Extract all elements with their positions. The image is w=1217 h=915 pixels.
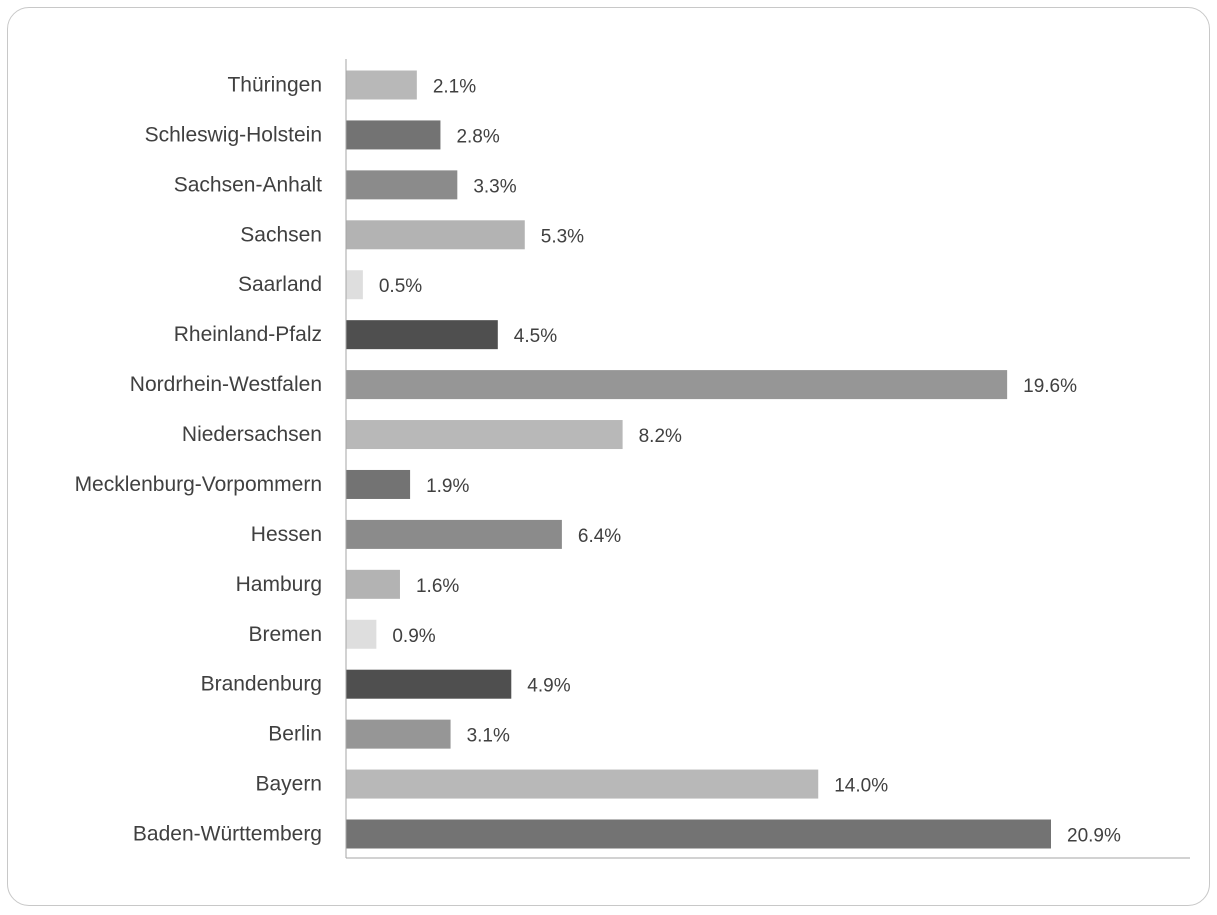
value-label-mecklenburg-vorpommern: 1.9% bbox=[426, 476, 469, 497]
bar-nordrhein-westfalen bbox=[346, 370, 1008, 400]
category-label-rheinland-pfalz: Rheinland-Pfalz bbox=[174, 323, 322, 346]
category-label-sachsen-anhalt: Sachsen-Anhalt bbox=[174, 173, 322, 196]
bars-layer bbox=[346, 70, 1051, 849]
category-label-baden-wuerttemberg: Baden-Württemberg bbox=[133, 823, 322, 846]
value-label-thueringen: 2.1% bbox=[433, 77, 476, 98]
value-label-nordrhein-westfalen: 19.6% bbox=[1023, 376, 1077, 397]
category-label-schleswig-holstein: Schleswig-Holstein bbox=[145, 123, 322, 146]
bar-sachsen bbox=[346, 220, 525, 250]
category-label-bremen: Bremen bbox=[248, 623, 322, 646]
value-label-hamburg: 1.6% bbox=[416, 576, 459, 597]
labels-layer: Thüringen 2.1% Schleswig-Holstein 2.8% Sachs… bbox=[75, 74, 1121, 847]
value-label-brandenburg: 4.9% bbox=[527, 676, 570, 697]
bar-mecklenburg-vorpommern bbox=[346, 469, 411, 499]
bar-hessen bbox=[346, 519, 562, 549]
category-label-nordrhein-westfalen: Nordrhein-Westfalen bbox=[130, 373, 322, 396]
value-label-bremen: 0.9% bbox=[392, 626, 435, 647]
value-label-sachsen-anhalt: 3.3% bbox=[473, 176, 516, 197]
category-label-niedersachsen: Niedersachsen bbox=[182, 423, 322, 446]
category-label-hamburg: Hamburg bbox=[236, 573, 322, 596]
bar-bayern bbox=[346, 769, 819, 799]
bar-thueringen bbox=[346, 70, 417, 100]
value-label-berlin: 3.1% bbox=[467, 726, 510, 747]
category-label-sachsen: Sachsen bbox=[240, 223, 322, 246]
bar-baden-wuerttemberg bbox=[346, 819, 1051, 849]
bar-niedersachsen bbox=[346, 420, 623, 450]
chart-frame bbox=[7, 7, 1210, 906]
bar-hamburg bbox=[346, 569, 400, 599]
category-label-bayern: Bayern bbox=[255, 773, 322, 796]
bar-saarland bbox=[346, 270, 363, 300]
value-label-bayern: 14.0% bbox=[834, 776, 888, 797]
bar-bremen bbox=[346, 619, 377, 649]
value-label-hessen: 6.4% bbox=[578, 526, 621, 547]
category-label-thueringen: Thüringen bbox=[227, 74, 322, 97]
value-label-rheinland-pfalz: 4.5% bbox=[514, 326, 557, 347]
value-label-baden-wuerttemberg: 20.9% bbox=[1067, 826, 1121, 847]
bar-sachsen-anhalt bbox=[346, 170, 458, 200]
bar-brandenburg bbox=[346, 669, 512, 699]
value-label-sachsen: 5.3% bbox=[541, 226, 584, 247]
value-label-schleswig-holstein: 2.8% bbox=[456, 126, 499, 147]
category-label-mecklenburg-vorpommern: Mecklenburg-Vorpommern bbox=[75, 473, 322, 496]
bar-schleswig-holstein bbox=[346, 120, 441, 150]
category-label-saarland: Saarland bbox=[238, 273, 322, 296]
bar-rheinland-pfalz bbox=[346, 320, 498, 350]
bar-berlin bbox=[346, 719, 451, 749]
value-label-saarland: 0.5% bbox=[379, 276, 422, 297]
category-label-hessen: Hessen bbox=[251, 523, 322, 546]
category-label-brandenburg: Brandenburg bbox=[201, 673, 322, 696]
value-label-niedersachsen: 8.2% bbox=[639, 426, 682, 447]
category-label-berlin: Berlin bbox=[268, 723, 322, 746]
